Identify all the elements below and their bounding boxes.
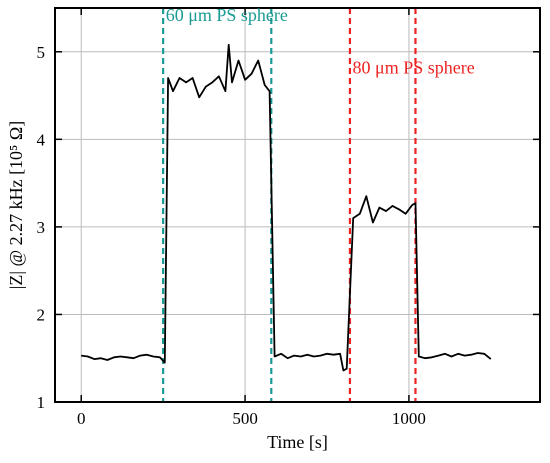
- axis-ticks: [55, 8, 540, 403]
- x-tick-label: 0: [77, 409, 86, 428]
- event-markers: [162, 8, 417, 402]
- annotation-label: 80 μm PS sphere: [353, 58, 475, 78]
- x-axis-title: Time [s]: [267, 432, 328, 452]
- y-tick-label: 5: [37, 43, 46, 62]
- y-tick-label: 3: [37, 218, 46, 237]
- x-tick-label: 500: [232, 409, 258, 428]
- y-tick-label: 2: [37, 305, 46, 324]
- plot-frame: [54, 7, 541, 403]
- x-tick-label: 1000: [392, 409, 426, 428]
- data-series: [81, 43, 492, 372]
- annotations: 60 μm PS sphere 80 μm PS sphere: [166, 5, 475, 78]
- annotation-label: 60 μm PS sphere: [166, 5, 288, 25]
- y-tick-label: 1: [37, 393, 46, 412]
- y-tick-label: 4: [37, 130, 46, 149]
- tick-labels: 0 500 1000 1 2 3 4 5: [37, 43, 426, 428]
- y-axis-title: |Z| @ 2.27 kHz [10⁵ Ω]: [6, 121, 26, 289]
- impedance-series-line: [81, 43, 492, 372]
